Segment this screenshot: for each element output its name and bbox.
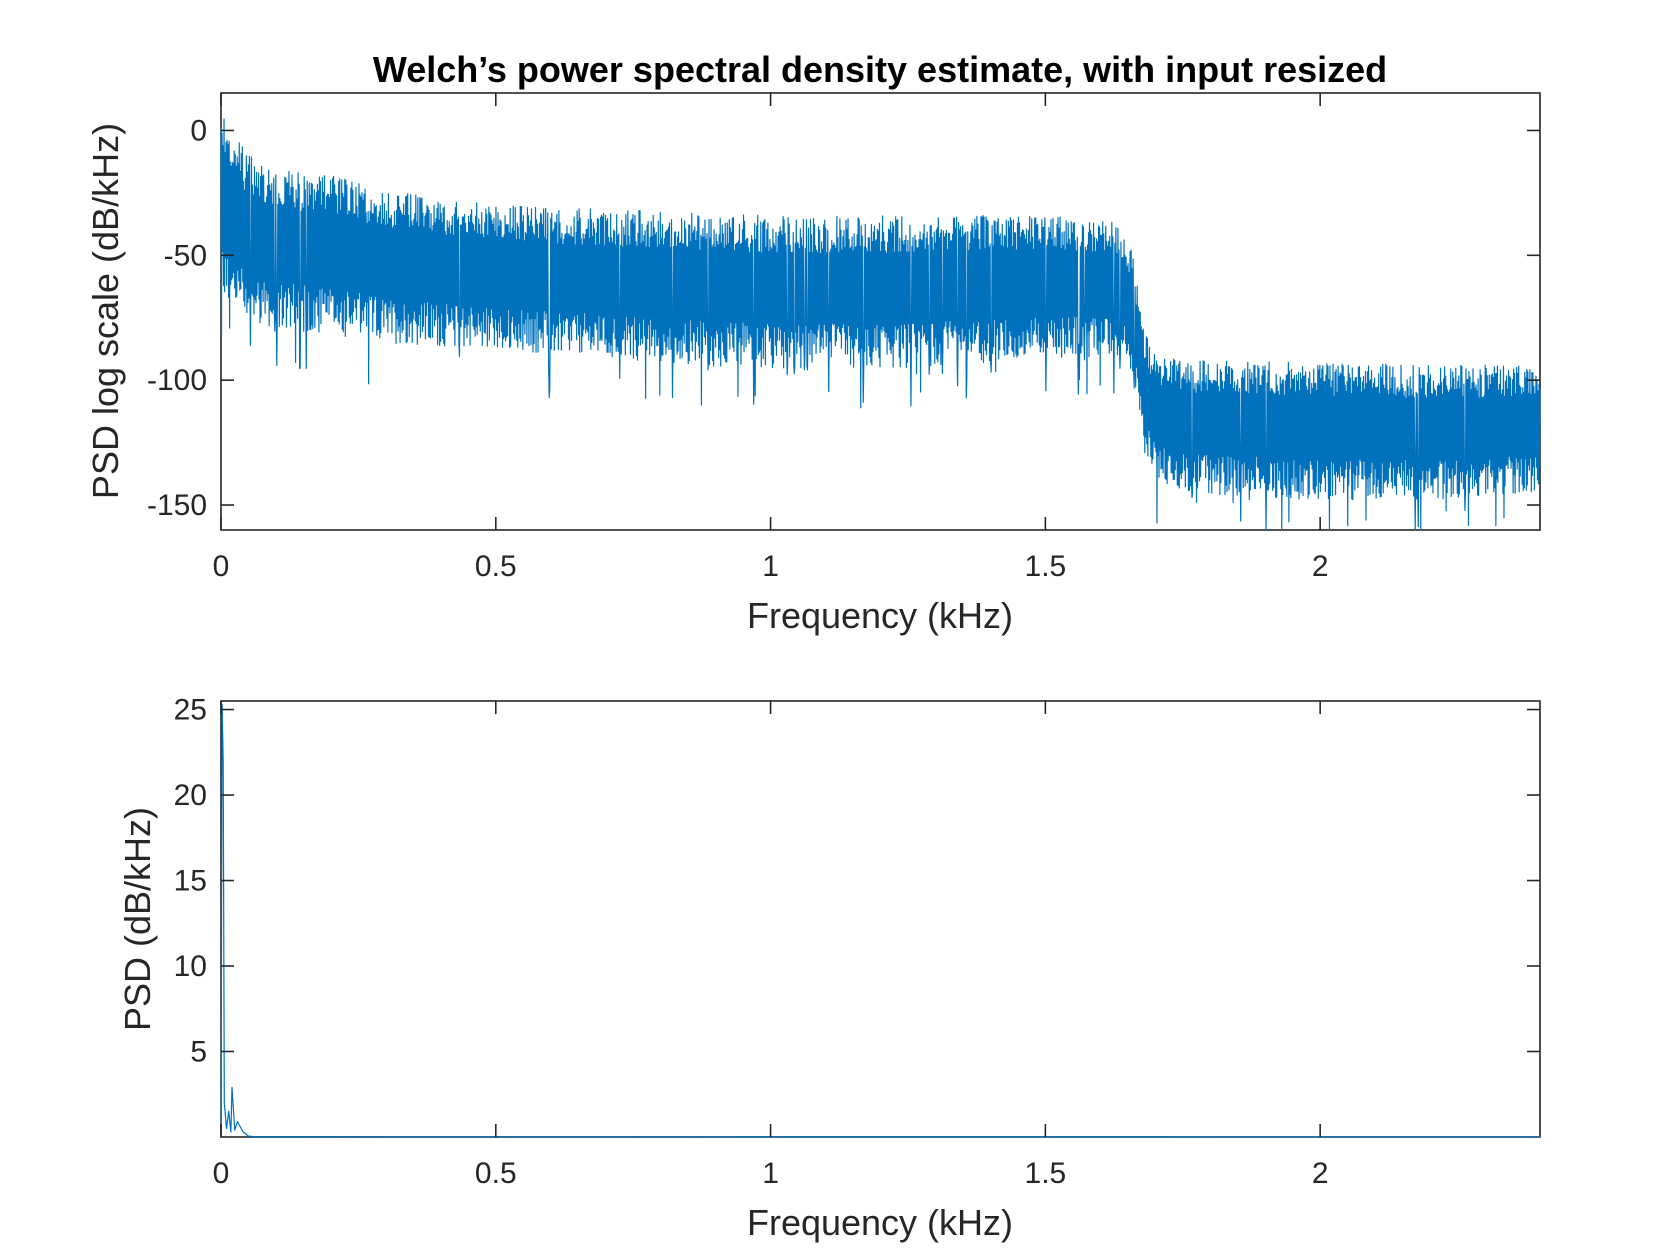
y-tick-label-bottom: 10 [174,950,207,983]
x-tick-label-top: 2 [1312,550,1329,583]
series-line-bottom [220,703,1541,1138]
y-tick-label-top: 0 [190,114,207,147]
y-tick-label-bottom: 25 [174,694,207,727]
chart-title: Welch’s power spectral density estimate,… [373,49,1387,90]
x-tick-label-bottom: 1 [762,1157,779,1190]
y-tick-label-top: -100 [147,364,207,397]
axes-top-series [220,118,1541,531]
x-tick-label-bottom: 0 [213,1157,230,1190]
x-tick-label-top: 0.5 [475,550,517,583]
x-tick-label-bottom: 0.5 [475,1157,517,1190]
axes-top: Welch’s power spectral density estimate,… [85,49,1541,636]
axes-top-ticks: 0 0.5 1 1.5 2 0 -50 -100 -150 [147,93,1540,583]
x-tick-label-top: 0 [213,550,230,583]
axes-bottom-box [220,700,1541,1138]
x-tick-label-bottom: 1.5 [1025,1157,1067,1190]
x-axis-label-top: Frequency (kHz) [747,595,1013,636]
x-tick-label-top: 1.5 [1025,550,1067,583]
axes-bottom-series [220,703,1541,1138]
x-tick-label-top: 1 [762,550,779,583]
y-tick-label-bottom: 15 [174,865,207,898]
x-tick-label-bottom: 2 [1312,1157,1329,1190]
y-axis-label-bottom: PSD (dB/kHz) [117,807,158,1031]
y-tick-label-bottom: 5 [190,1036,207,1069]
y-tick-label-top: -150 [147,489,207,522]
y-axis-label-top: PSD log scale (dB/kHz) [85,123,126,499]
x-axis-label-bottom: Frequency (kHz) [747,1202,1013,1243]
y-tick-label-bottom: 20 [174,779,207,812]
series-line-top [220,118,1541,531]
y-tick-label-top: -50 [164,239,207,272]
